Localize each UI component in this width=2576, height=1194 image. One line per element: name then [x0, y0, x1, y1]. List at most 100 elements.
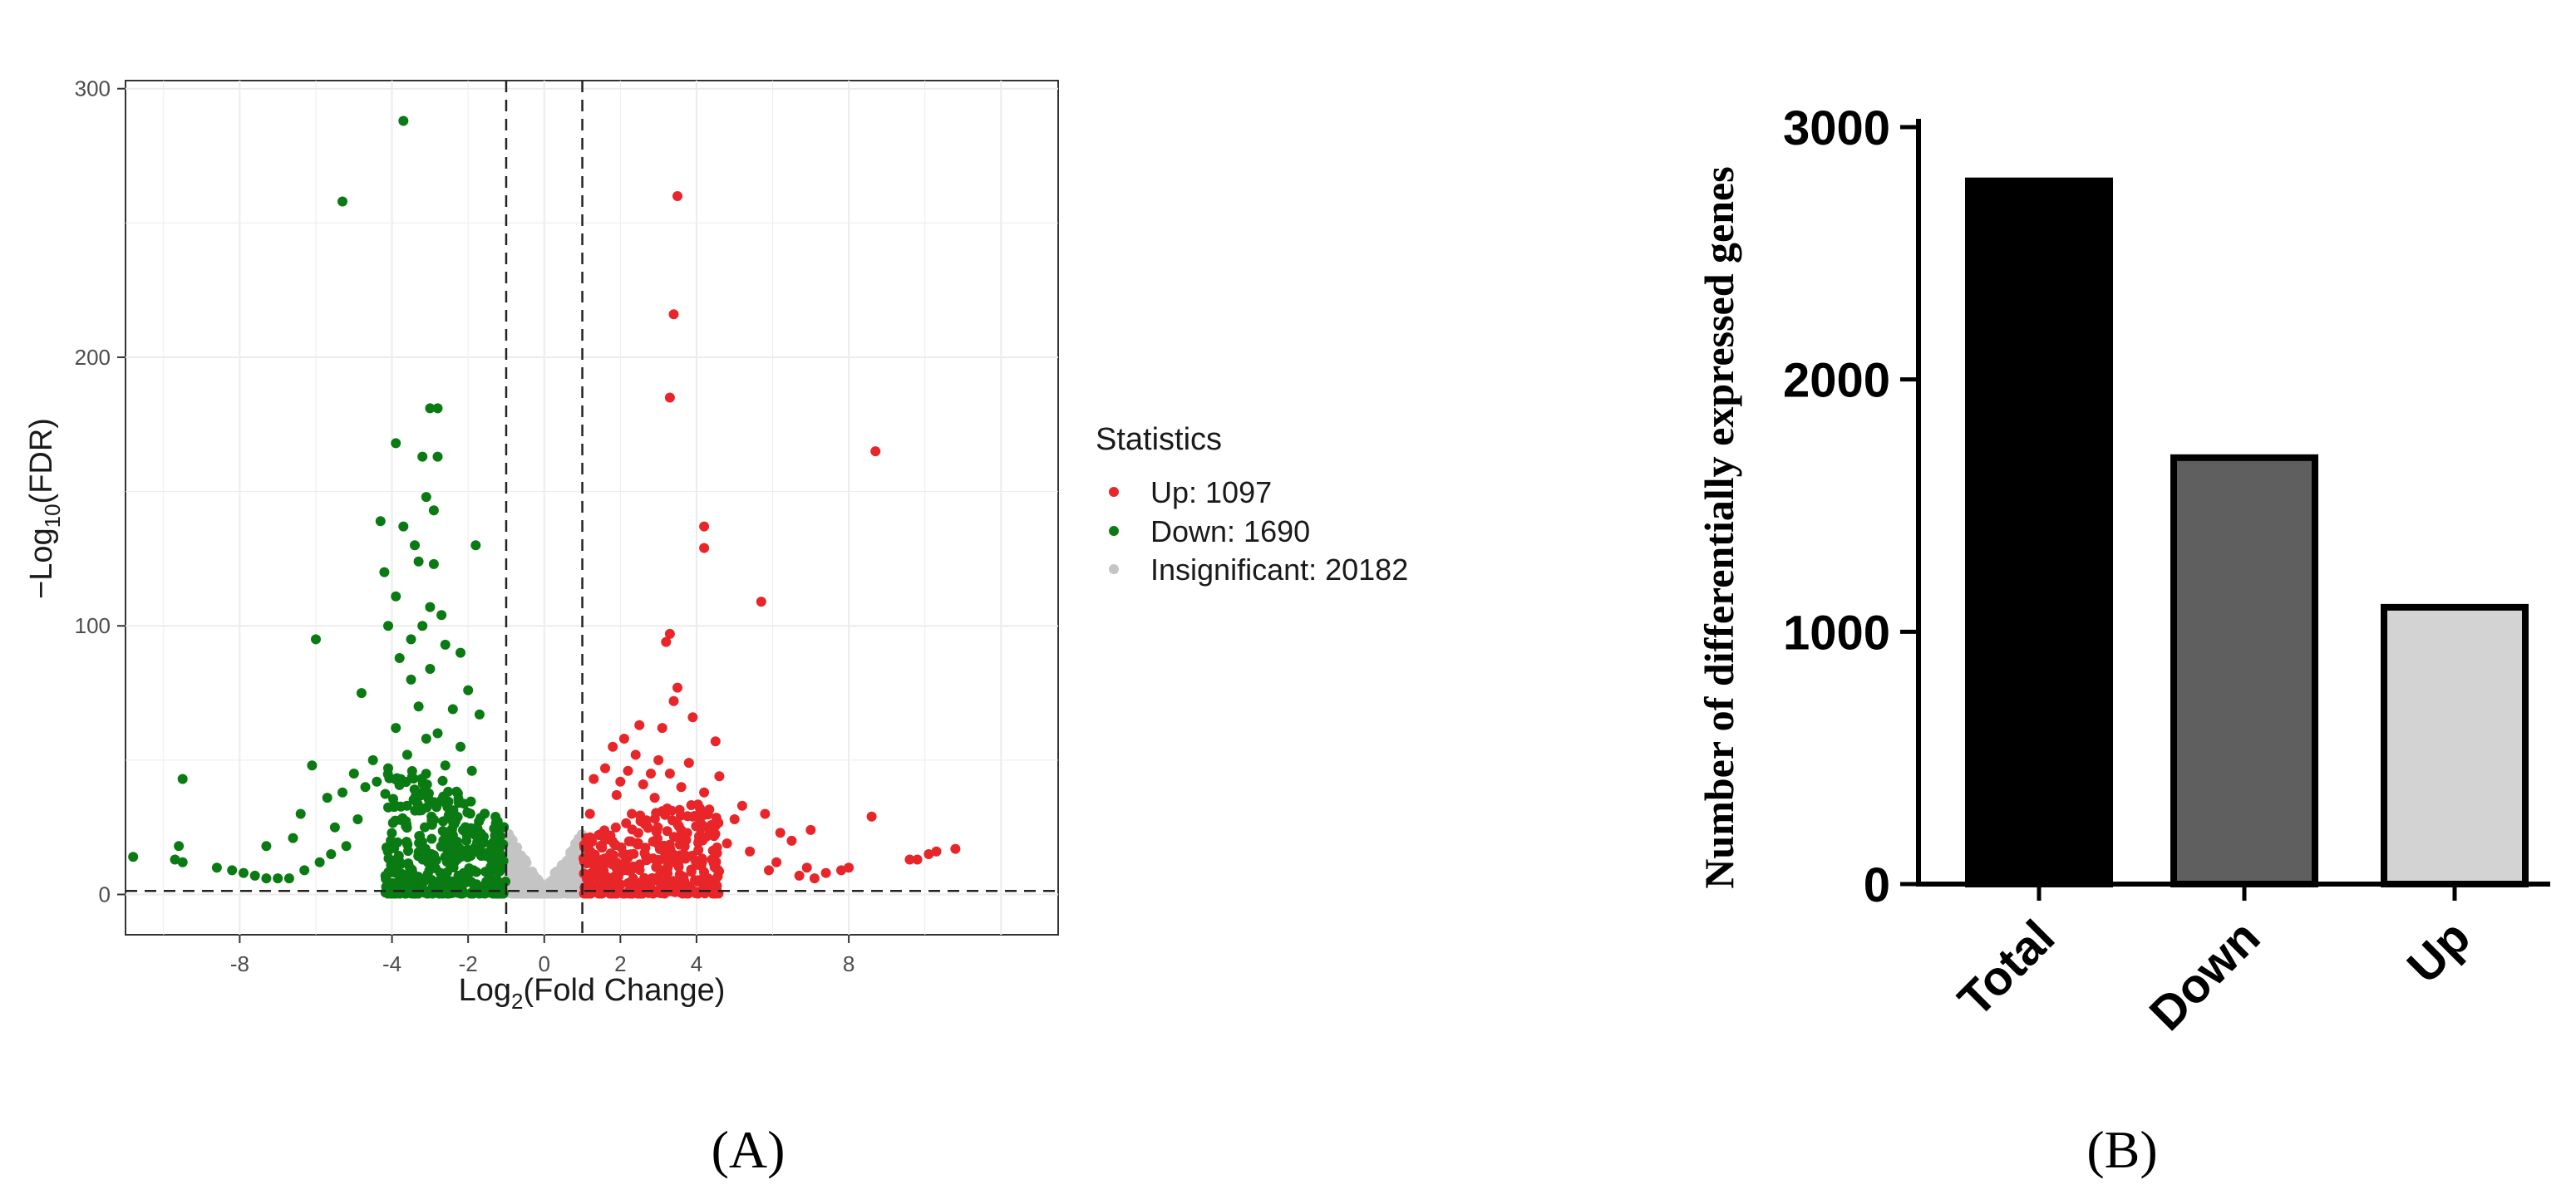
point-up: [707, 845, 718, 856]
bar-y-axis-label: Number of differentially expressed genes: [1696, 166, 1742, 888]
point-down: [494, 846, 505, 857]
point-up: [756, 597, 766, 607]
point-insignificant: [519, 862, 529, 873]
point-down: [492, 865, 503, 876]
point-down: [425, 602, 436, 612]
point-down: [417, 621, 428, 631]
point-up: [714, 771, 725, 782]
point-up: [657, 723, 667, 734]
point-down: [337, 196, 347, 207]
point-up: [866, 811, 877, 822]
point-down: [456, 647, 465, 658]
point-up: [605, 856, 616, 867]
point-down: [406, 766, 417, 776]
point-up: [786, 835, 797, 846]
x-tick-label: -8: [230, 951, 249, 976]
point-down: [227, 865, 238, 876]
point-up: [805, 824, 816, 835]
point-up: [652, 875, 662, 886]
point-up: [794, 870, 805, 881]
point-down: [391, 854, 401, 865]
legend-title: Statistics: [1096, 422, 1222, 457]
volcano-x-axis-label: Log2(Fold Change): [459, 973, 726, 1014]
point-up: [764, 865, 774, 876]
point-down: [372, 776, 382, 787]
point-up: [657, 806, 667, 817]
point-up: [584, 808, 595, 819]
point-up: [667, 805, 677, 816]
point-down: [445, 848, 456, 858]
point-up: [661, 636, 672, 647]
point-up: [844, 862, 855, 873]
y-tick-label: 300: [75, 76, 111, 101]
point-up: [729, 814, 740, 824]
point-down: [451, 786, 462, 797]
point-down: [432, 403, 443, 414]
point-down: [413, 801, 424, 812]
point-down: [393, 774, 404, 785]
point-down: [456, 741, 465, 752]
point-up: [662, 826, 672, 837]
point-down: [383, 763, 393, 774]
volcano-y-axis-label: −Log10(FDR): [24, 418, 65, 599]
point-down: [288, 833, 298, 843]
point-down: [417, 451, 428, 462]
point-up: [639, 818, 650, 829]
point-down: [384, 773, 395, 784]
point-down: [449, 811, 460, 822]
point-up: [694, 834, 705, 845]
bar-x-ticks: Total Down Up: [1948, 884, 2480, 1041]
point-up: [610, 822, 621, 833]
point-up: [665, 843, 676, 854]
point-up: [651, 862, 662, 872]
point-up: [820, 867, 831, 878]
point-down: [414, 831, 425, 842]
point-down: [477, 838, 488, 848]
point-insignificant: [552, 877, 563, 887]
point-up: [699, 543, 710, 553]
point-up: [710, 736, 721, 747]
panel-label-b: (B): [2086, 1120, 2157, 1179]
legend-label-insignificant: Insignificant: 20182: [1150, 553, 1408, 587]
point-down: [436, 841, 446, 852]
point-down: [443, 786, 454, 797]
legend-label-up: Up: 1097: [1150, 475, 1272, 509]
x-tick-label: 4: [691, 951, 702, 976]
point-up: [687, 712, 698, 723]
point-down: [406, 634, 416, 645]
point-up: [608, 741, 618, 752]
point-down: [381, 887, 391, 897]
point-up: [618, 734, 629, 744]
point-up: [589, 774, 599, 784]
x-tick-label: -2: [459, 951, 478, 976]
bar-series: [1965, 177, 2529, 888]
point-up: [699, 787, 710, 798]
deg-bar-chart: Number of differentially expressed genes…: [1696, 101, 2550, 1179]
volcano-threshold-lines: [126, 81, 1058, 935]
point-down: [401, 837, 412, 848]
point-down: [356, 688, 367, 699]
point-up: [641, 855, 652, 866]
point-down: [401, 800, 412, 811]
point-down: [273, 873, 283, 884]
point-down: [440, 760, 451, 771]
point-up: [667, 815, 677, 826]
point-up: [809, 873, 820, 884]
point-down: [437, 775, 448, 786]
point-insignificant: [557, 859, 568, 870]
point-up: [600, 763, 610, 774]
point-down: [465, 808, 475, 819]
point-insignificant: [506, 859, 517, 870]
point-down: [307, 760, 318, 771]
point-up: [584, 832, 595, 843]
point-up: [634, 865, 645, 875]
bar-down: [2170, 454, 2318, 887]
point-down: [410, 540, 420, 551]
point-down: [405, 862, 415, 873]
point-down: [394, 653, 405, 663]
point-up: [678, 872, 689, 882]
point-down: [454, 798, 464, 808]
point-down: [426, 816, 437, 827]
point-up: [651, 826, 662, 837]
point-insignificant: [510, 850, 521, 861]
